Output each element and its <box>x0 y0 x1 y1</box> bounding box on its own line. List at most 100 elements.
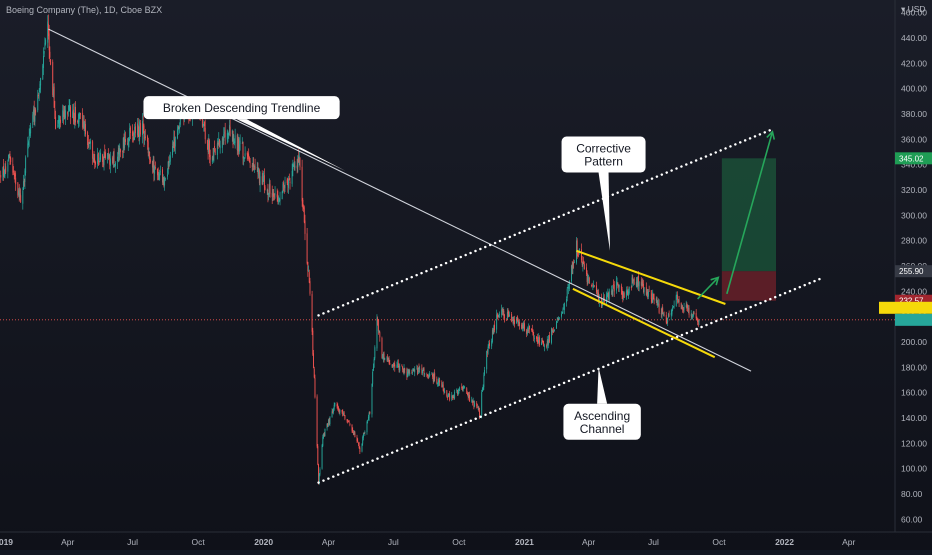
candle-body <box>632 279 634 282</box>
candle-body <box>13 170 15 175</box>
candle-body <box>488 343 490 346</box>
candle-body <box>162 169 163 183</box>
candle-body <box>643 287 645 292</box>
candle-body <box>67 112 69 115</box>
candle-body <box>671 310 673 315</box>
candle-body <box>319 469 321 475</box>
candle-body <box>353 433 355 435</box>
candle-body <box>683 306 685 310</box>
candle-body <box>362 433 364 438</box>
candle-body <box>673 305 675 307</box>
candle-body <box>238 138 240 153</box>
candle-body <box>612 285 614 296</box>
candle-body <box>576 240 578 254</box>
candle-body <box>57 120 59 124</box>
candle-body <box>638 281 640 287</box>
candle-body <box>34 109 36 122</box>
candle-body <box>306 233 308 264</box>
candle-body <box>322 436 324 446</box>
candle-body <box>695 313 697 319</box>
candle-body <box>70 106 71 117</box>
candle-body <box>313 369 315 378</box>
candle-body <box>251 165 253 167</box>
candle-body <box>491 330 493 342</box>
candle-body <box>693 312 695 315</box>
candle-body <box>646 291 648 295</box>
candle-body <box>359 447 361 452</box>
candle-body <box>633 278 635 285</box>
candle-body <box>568 281 570 289</box>
candle-body <box>536 336 538 339</box>
candle-body <box>631 277 633 287</box>
candle-body <box>422 367 424 370</box>
candle-body <box>142 123 144 128</box>
candle-body <box>258 168 260 176</box>
candle-body <box>392 364 394 367</box>
price-tag-label: 232.57 <box>899 297 924 306</box>
candle-body <box>281 191 283 200</box>
candle-body <box>236 135 238 151</box>
candle-body <box>172 143 174 145</box>
candle-body <box>444 390 446 394</box>
candle-body <box>262 179 264 185</box>
y-tick-label: 280.00 <box>901 236 927 246</box>
candle-body <box>59 119 61 122</box>
candle-body <box>209 140 210 158</box>
candle-body <box>506 312 508 320</box>
candle-body <box>548 335 550 345</box>
candle-body <box>667 313 669 318</box>
candle-body <box>276 194 278 198</box>
candle-body <box>283 184 285 188</box>
breakout-arrow-head <box>710 276 720 286</box>
candle-body <box>326 423 328 428</box>
candle-body <box>486 351 488 353</box>
candle-body <box>377 318 379 322</box>
candle-body <box>672 307 674 310</box>
candle-body <box>32 114 34 125</box>
candle-body <box>122 137 124 152</box>
candle-body <box>397 363 399 365</box>
candle-body <box>396 364 398 368</box>
candle-body <box>173 136 175 147</box>
candle-body <box>523 323 525 327</box>
candle-body <box>10 157 12 162</box>
candle-body <box>2 167 4 176</box>
candle-body <box>216 143 218 155</box>
candle-body <box>38 94 39 96</box>
candle-body <box>152 159 154 170</box>
candle-body <box>627 290 629 295</box>
descending-trendline <box>48 28 752 372</box>
candle-body <box>288 178 290 180</box>
candle-body <box>647 291 649 297</box>
candle-body <box>163 177 165 186</box>
candle-body <box>154 167 156 169</box>
candle-body <box>628 286 630 293</box>
candle-body <box>298 155 300 162</box>
candle-body <box>249 160 251 164</box>
candle-body <box>127 137 129 145</box>
candle-body <box>303 207 305 223</box>
candle-body <box>578 252 580 254</box>
candle-body <box>429 373 431 376</box>
candle-body <box>521 324 523 329</box>
candle-body <box>77 120 79 122</box>
candle-body <box>472 400 474 402</box>
candle-body <box>697 323 699 324</box>
candle-body <box>494 324 495 331</box>
candle-body <box>382 353 384 359</box>
x-tick-label: Jul <box>648 537 659 547</box>
candle-body <box>102 163 104 164</box>
candle-body <box>336 404 338 407</box>
candle-body <box>261 176 263 185</box>
candle-body <box>95 161 96 165</box>
candle-body <box>499 314 500 315</box>
candle-body <box>68 105 70 111</box>
candle-body <box>207 143 209 152</box>
candle-body <box>303 206 305 210</box>
candle-body <box>479 410 481 417</box>
candle-body <box>67 111 69 112</box>
candle-body <box>518 321 520 324</box>
callout-pointer <box>597 367 608 404</box>
